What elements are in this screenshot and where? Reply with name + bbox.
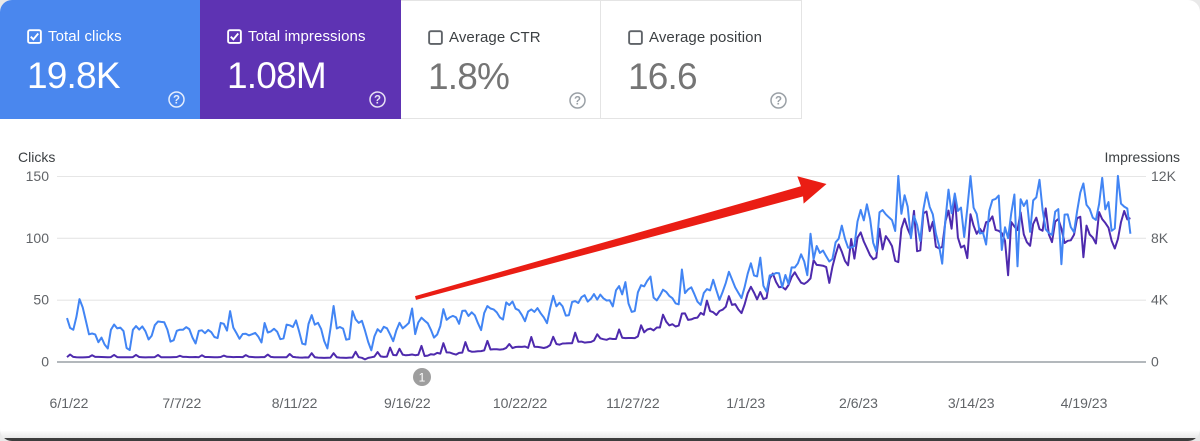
svg-text:3/14/23: 3/14/23 [948, 395, 995, 411]
svg-text:4K: 4K [1151, 292, 1169, 308]
svg-text:4/19/23: 4/19/23 [1061, 395, 1108, 411]
svg-text:?: ? [574, 96, 581, 108]
svg-text:100: 100 [26, 230, 50, 246]
svg-text:7/7/22: 7/7/22 [162, 395, 201, 411]
svg-text:150: 150 [26, 168, 50, 184]
svg-text:?: ? [374, 95, 381, 107]
svg-text:Clicks: Clicks [18, 149, 55, 165]
svg-text:2/6/23: 2/6/23 [839, 395, 878, 411]
svg-text:8K: 8K [1151, 230, 1169, 246]
svg-text:10/22/22: 10/22/22 [493, 395, 548, 411]
svg-text:8/11/22: 8/11/22 [272, 395, 318, 411]
svg-text:?: ? [775, 96, 782, 108]
svg-text:?: ? [173, 95, 180, 107]
svg-text:6/1/22: 6/1/22 [50, 395, 89, 411]
svg-text:0: 0 [41, 354, 49, 370]
svg-text:12K: 12K [1151, 168, 1177, 184]
svg-text:1: 1 [419, 371, 426, 385]
svg-text:0: 0 [1151, 354, 1159, 370]
svg-text:Impressions: Impressions [1105, 149, 1180, 165]
svg-text:50: 50 [33, 292, 49, 308]
svg-text:11/27/22: 11/27/22 [606, 395, 660, 411]
svg-text:9/16/22: 9/16/22 [384, 395, 431, 411]
svg-text:1/1/23: 1/1/23 [726, 395, 765, 411]
